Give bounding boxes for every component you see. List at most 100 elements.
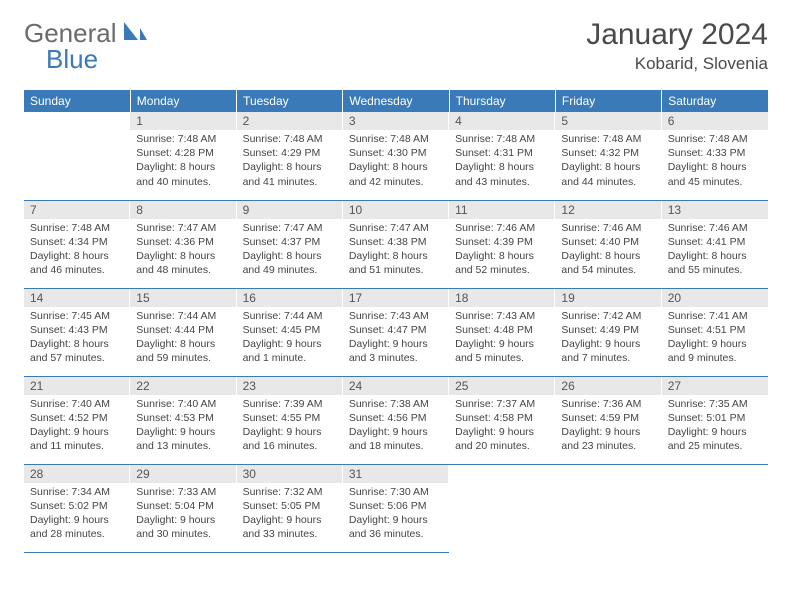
day-details: Sunrise: 7:34 AMSunset: 5:02 PMDaylight:… <box>24 483 130 546</box>
daylight-text: Daylight: 8 hours and 44 minutes. <box>561 160 655 188</box>
day-number: 31 <box>343 465 449 483</box>
daylight-text: Daylight: 9 hours and 18 minutes. <box>349 425 443 453</box>
sunrise-text: Sunrise: 7:46 AM <box>455 221 549 235</box>
sunrise-text: Sunrise: 7:48 AM <box>136 132 230 146</box>
daylight-text: Daylight: 9 hours and 25 minutes. <box>668 425 762 453</box>
day-number: 25 <box>449 377 555 395</box>
logo: General Blue <box>24 18 148 49</box>
daylight-text: Daylight: 9 hours and 23 minutes. <box>561 425 655 453</box>
sunset-text: Sunset: 5:06 PM <box>349 499 443 513</box>
calendar-cell: 26Sunrise: 7:36 AMSunset: 4:59 PMDayligh… <box>555 376 661 464</box>
sunset-text: Sunset: 4:55 PM <box>243 411 337 425</box>
calendar-row: 7Sunrise: 7:48 AMSunset: 4:34 PMDaylight… <box>24 200 768 288</box>
calendar-cell: 6Sunrise: 7:48 AMSunset: 4:33 PMDaylight… <box>662 112 768 200</box>
calendar-cell: 13Sunrise: 7:46 AMSunset: 4:41 PMDayligh… <box>662 200 768 288</box>
daylight-text: Daylight: 8 hours and 41 minutes. <box>243 160 337 188</box>
sunrise-text: Sunrise: 7:38 AM <box>349 397 443 411</box>
sunrise-text: Sunrise: 7:36 AM <box>561 397 655 411</box>
daylight-text: Daylight: 9 hours and 33 minutes. <box>243 513 337 541</box>
sunset-text: Sunset: 4:41 PM <box>668 235 762 249</box>
day-number: 5 <box>555 112 661 130</box>
calendar-cell: 11Sunrise: 7:46 AMSunset: 4:39 PMDayligh… <box>449 200 555 288</box>
day-details: Sunrise: 7:39 AMSunset: 4:55 PMDaylight:… <box>237 395 343 458</box>
day-number: 18 <box>449 289 555 307</box>
sunrise-text: Sunrise: 7:35 AM <box>668 397 762 411</box>
sunset-text: Sunset: 4:33 PM <box>668 146 762 160</box>
calendar-cell: 10Sunrise: 7:47 AMSunset: 4:38 PMDayligh… <box>343 200 449 288</box>
sunrise-text: Sunrise: 7:48 AM <box>455 132 549 146</box>
daylight-text: Daylight: 9 hours and 5 minutes. <box>455 337 549 365</box>
day-number: 26 <box>555 377 661 395</box>
day-number: 19 <box>555 289 661 307</box>
sunrise-text: Sunrise: 7:40 AM <box>30 397 124 411</box>
sunrise-text: Sunrise: 7:46 AM <box>561 221 655 235</box>
daylight-text: Daylight: 8 hours and 49 minutes. <box>243 249 337 277</box>
day-details: Sunrise: 7:38 AMSunset: 4:56 PMDaylight:… <box>343 395 449 458</box>
day-number: 12 <box>555 201 661 219</box>
day-header: Monday <box>130 90 236 112</box>
sunrise-text: Sunrise: 7:40 AM <box>136 397 230 411</box>
sunset-text: Sunset: 4:53 PM <box>136 411 230 425</box>
day-details: Sunrise: 7:48 AMSunset: 4:30 PMDaylight:… <box>343 130 449 193</box>
calendar-cell: 24Sunrise: 7:38 AMSunset: 4:56 PMDayligh… <box>343 376 449 464</box>
daylight-text: Daylight: 9 hours and 13 minutes. <box>136 425 230 453</box>
day-details: Sunrise: 7:43 AMSunset: 4:47 PMDaylight:… <box>343 307 449 370</box>
sunset-text: Sunset: 4:47 PM <box>349 323 443 337</box>
sunrise-text: Sunrise: 7:47 AM <box>243 221 337 235</box>
sunset-text: Sunset: 4:39 PM <box>455 235 549 249</box>
daylight-text: Daylight: 8 hours and 48 minutes. <box>136 249 230 277</box>
day-number: 7 <box>24 201 130 219</box>
sunrise-text: Sunrise: 7:32 AM <box>243 485 337 499</box>
calendar-cell: 1Sunrise: 7:48 AMSunset: 4:28 PMDaylight… <box>130 112 236 200</box>
daylight-text: Daylight: 8 hours and 54 minutes. <box>561 249 655 277</box>
day-number: 20 <box>662 289 768 307</box>
calendar-cell: 3Sunrise: 7:48 AMSunset: 4:30 PMDaylight… <box>343 112 449 200</box>
sunrise-text: Sunrise: 7:43 AM <box>349 309 443 323</box>
calendar-cell: 4Sunrise: 7:48 AMSunset: 4:31 PMDaylight… <box>449 112 555 200</box>
day-details: Sunrise: 7:46 AMSunset: 4:39 PMDaylight:… <box>449 219 555 282</box>
day-number: 2 <box>237 112 343 130</box>
sunset-text: Sunset: 4:44 PM <box>136 323 230 337</box>
sunset-text: Sunset: 5:02 PM <box>30 499 124 513</box>
calendar-row: 14Sunrise: 7:45 AMSunset: 4:43 PMDayligh… <box>24 288 768 376</box>
sunrise-text: Sunrise: 7:44 AM <box>136 309 230 323</box>
day-details: Sunrise: 7:45 AMSunset: 4:43 PMDaylight:… <box>24 307 130 370</box>
daylight-text: Daylight: 8 hours and 42 minutes. <box>349 160 443 188</box>
sunset-text: Sunset: 5:05 PM <box>243 499 337 513</box>
day-header: Sunday <box>24 90 130 112</box>
sunset-text: Sunset: 4:58 PM <box>455 411 549 425</box>
calendar-cell: 14Sunrise: 7:45 AMSunset: 4:43 PMDayligh… <box>24 288 130 376</box>
daylight-text: Daylight: 9 hours and 11 minutes. <box>30 425 124 453</box>
calendar-cell: 2Sunrise: 7:48 AMSunset: 4:29 PMDaylight… <box>237 112 343 200</box>
header: General Blue January 2024 Kobarid, Slove… <box>0 0 792 82</box>
sunrise-text: Sunrise: 7:48 AM <box>668 132 762 146</box>
sunrise-text: Sunrise: 7:43 AM <box>455 309 549 323</box>
day-number: 16 <box>237 289 343 307</box>
day-details: Sunrise: 7:37 AMSunset: 4:58 PMDaylight:… <box>449 395 555 458</box>
day-details: Sunrise: 7:40 AMSunset: 4:53 PMDaylight:… <box>130 395 236 458</box>
daylight-text: Daylight: 8 hours and 43 minutes. <box>455 160 549 188</box>
day-details: Sunrise: 7:47 AMSunset: 4:36 PMDaylight:… <box>130 219 236 282</box>
calendar-cell: 15Sunrise: 7:44 AMSunset: 4:44 PMDayligh… <box>130 288 236 376</box>
day-number: 24 <box>343 377 449 395</box>
sunset-text: Sunset: 5:04 PM <box>136 499 230 513</box>
sunset-text: Sunset: 4:36 PM <box>136 235 230 249</box>
day-details: Sunrise: 7:43 AMSunset: 4:48 PMDaylight:… <box>449 307 555 370</box>
calendar-cell <box>24 112 130 200</box>
day-number: 17 <box>343 289 449 307</box>
day-details: Sunrise: 7:48 AMSunset: 4:32 PMDaylight:… <box>555 130 661 193</box>
calendar-cell: 31Sunrise: 7:30 AMSunset: 5:06 PMDayligh… <box>343 464 449 552</box>
sunrise-text: Sunrise: 7:48 AM <box>30 221 124 235</box>
sunset-text: Sunset: 4:28 PM <box>136 146 230 160</box>
calendar-table: Sunday Monday Tuesday Wednesday Thursday… <box>24 90 768 553</box>
sunset-text: Sunset: 4:51 PM <box>668 323 762 337</box>
sunset-text: Sunset: 4:43 PM <box>30 323 124 337</box>
calendar-cell: 8Sunrise: 7:47 AMSunset: 4:36 PMDaylight… <box>130 200 236 288</box>
calendar-cell: 30Sunrise: 7:32 AMSunset: 5:05 PMDayligh… <box>237 464 343 552</box>
logo-text-blue: Blue <box>46 44 98 75</box>
daylight-text: Daylight: 9 hours and 28 minutes. <box>30 513 124 541</box>
day-details: Sunrise: 7:40 AMSunset: 4:52 PMDaylight:… <box>24 395 130 458</box>
calendar-row: 1Sunrise: 7:48 AMSunset: 4:28 PMDaylight… <box>24 112 768 200</box>
calendar-cell: 16Sunrise: 7:44 AMSunset: 4:45 PMDayligh… <box>237 288 343 376</box>
calendar-cell: 20Sunrise: 7:41 AMSunset: 4:51 PMDayligh… <box>662 288 768 376</box>
